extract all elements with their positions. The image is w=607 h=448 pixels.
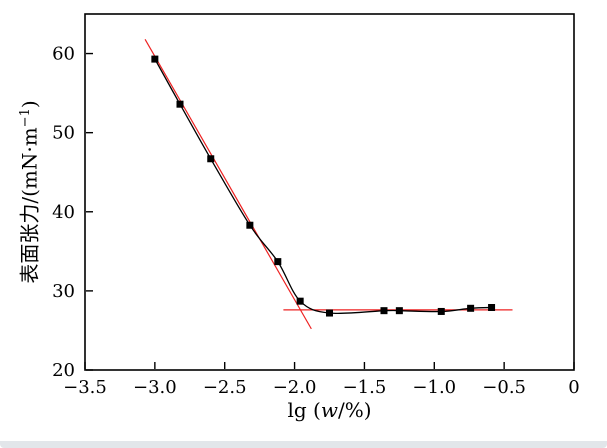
- data-point-marker: [488, 304, 496, 312]
- x-axis-label-close: /%): [337, 398, 372, 422]
- data-point-marker: [274, 258, 282, 266]
- y-tick-label: 60: [52, 44, 75, 65]
- y-tick-label: 40: [52, 202, 75, 223]
- y-tick-label: 50: [52, 123, 75, 144]
- data-curve: [154, 58, 492, 315]
- data-point-marker: [296, 297, 304, 305]
- x-tick-label: 0: [568, 377, 579, 398]
- x-tick-label: −3.0: [133, 377, 177, 398]
- data-point-marker: [246, 221, 254, 229]
- x-tick-label: −1.0: [412, 377, 456, 398]
- data-point-marker: [395, 307, 403, 315]
- x-tick-label: −2.5: [203, 377, 247, 398]
- window-bottom-strip: [0, 441, 607, 448]
- data-point-marker: [326, 309, 333, 317]
- data-point-marker: [380, 307, 388, 315]
- x-axis-label-text: lg (: [287, 398, 321, 422]
- plot-frame: [84, 13, 575, 371]
- data-point-marker: [207, 155, 215, 163]
- y-tick-label: 30: [52, 281, 75, 302]
- data-point-marker: [467, 304, 475, 312]
- x-axis-label: lg (w/%): [85, 398, 574, 422]
- y-axis-label: 表面张力/(mN·m−1): [14, 100, 43, 283]
- data-point-marker: [176, 100, 184, 108]
- data-point-marker: [437, 307, 445, 315]
- y-axis-label-close: ): [17, 100, 42, 109]
- data-point-marker: [151, 55, 159, 63]
- y-axis-label-text: 表面张力/(mN·m: [17, 127, 42, 284]
- x-tick-label: −1.5: [343, 377, 387, 398]
- x-tick-label: −2.0: [273, 377, 317, 398]
- x-tick-label: −0.5: [482, 377, 526, 398]
- x-axis-label-variable: w: [320, 398, 338, 422]
- x-tick-label: −3.5: [63, 377, 107, 398]
- y-tick-label: 20: [52, 360, 75, 381]
- tangent-line-descending: [144, 39, 312, 330]
- y-axis-label-superscript: −1: [17, 108, 33, 128]
